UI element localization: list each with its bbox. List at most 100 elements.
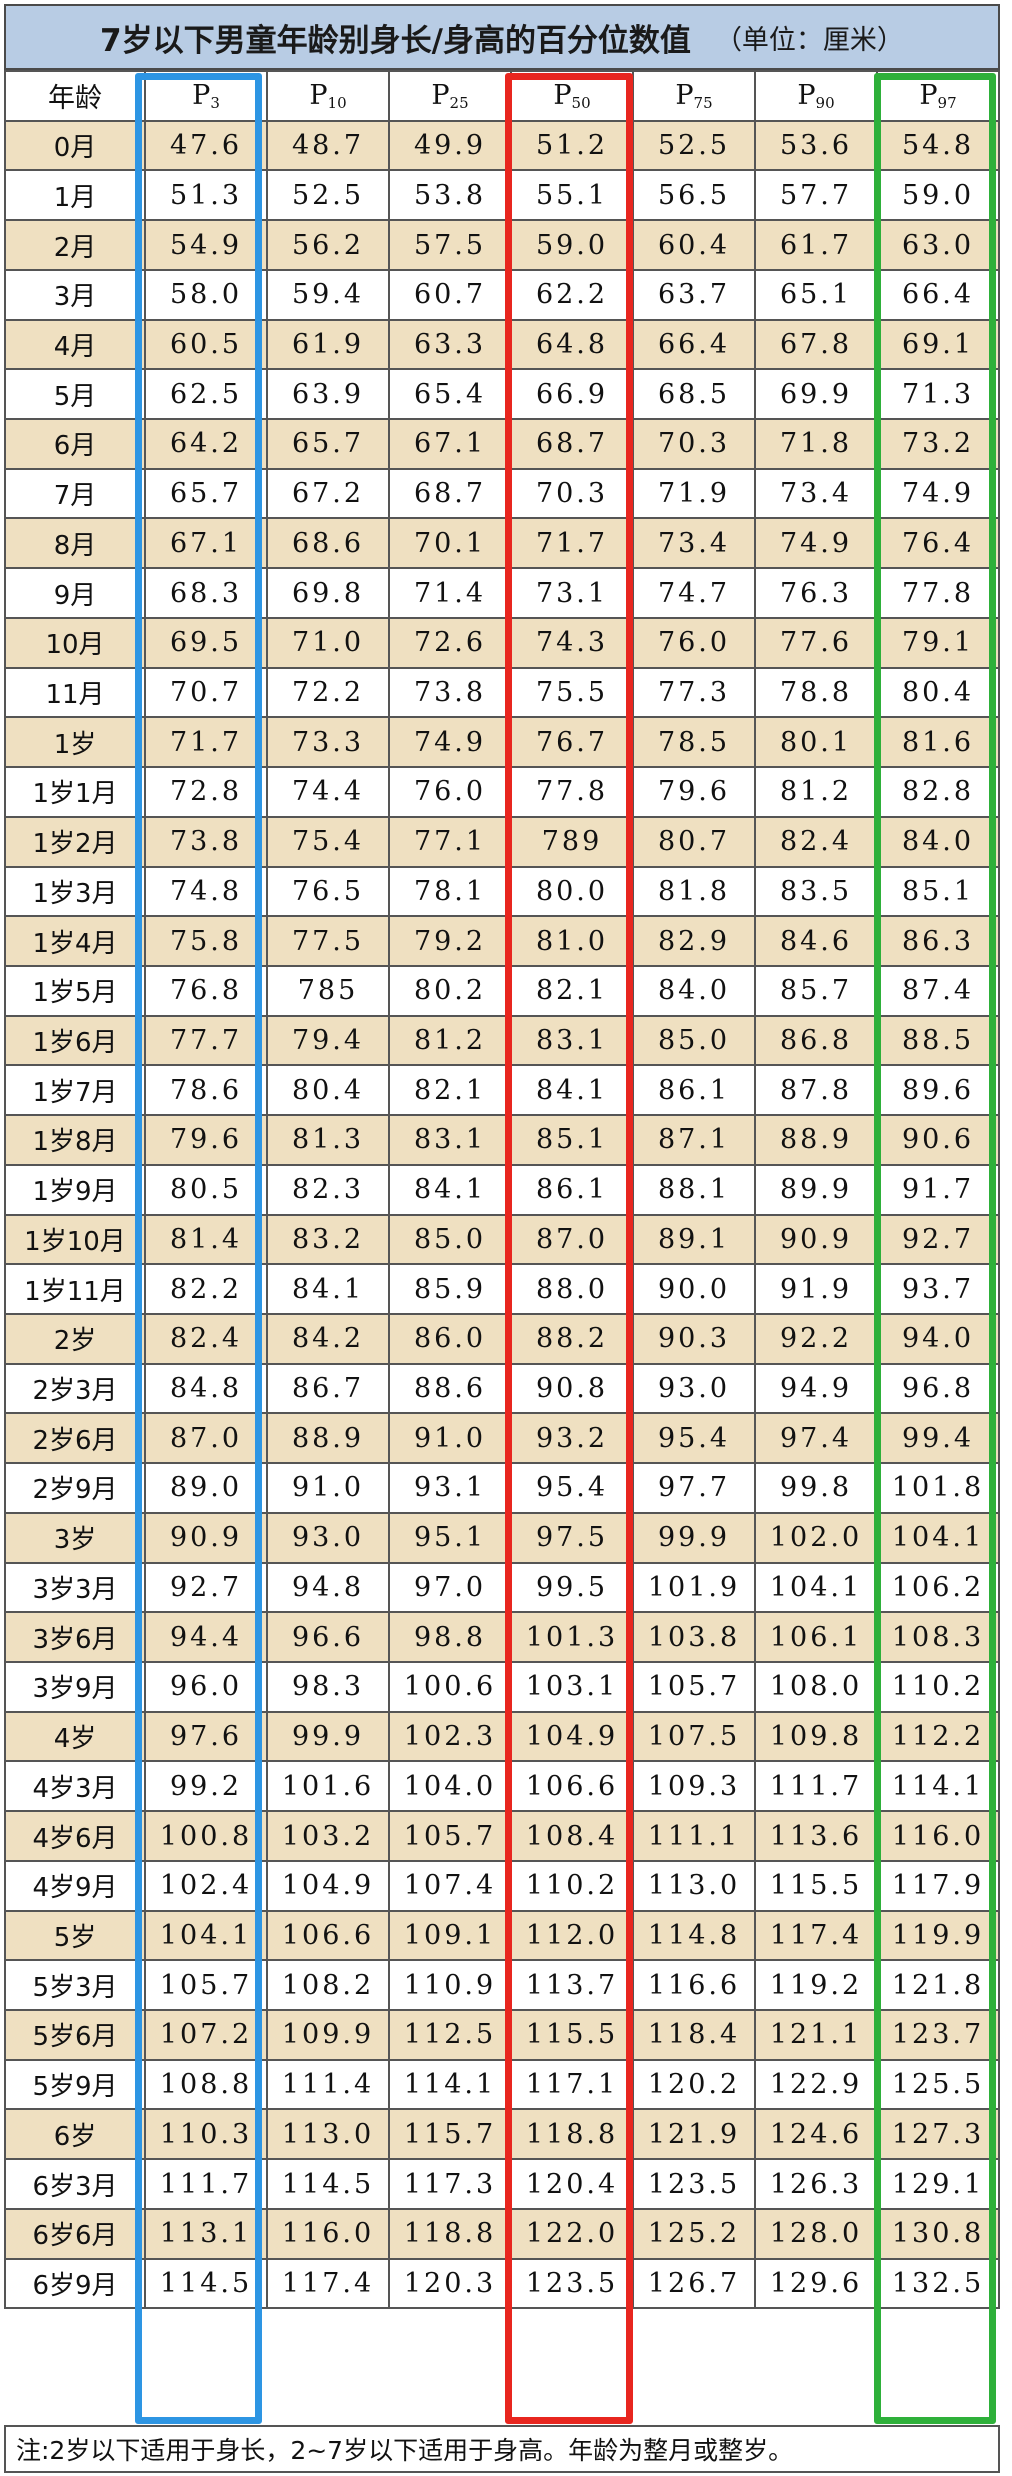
p97-value-cell: 77.8 bbox=[876, 567, 1000, 619]
p25-value-cell: 57.5 bbox=[388, 219, 512, 271]
p25-value-cell: 114.1 bbox=[388, 2058, 512, 2111]
p90-value-cell: 88.9 bbox=[754, 1114, 878, 1166]
p50-value-cell: 88.2 bbox=[510, 1312, 634, 1365]
height-percentile-table: 年龄 P3 P10 P25 P50 P75 P90 P97 0月 47.6 48.7… bbox=[4, 70, 1000, 2310]
p75-value-cell: 95.4 bbox=[632, 1412, 756, 1465]
p50-value-cell: 106.6 bbox=[510, 1760, 634, 1813]
table-row: 4岁3月 99.2 101.6 104.0 106.6 109.3 111.7 114.1 bbox=[4, 1760, 1000, 1813]
p90-value-cell: 111.7 bbox=[754, 1760, 878, 1813]
p97-value-cell: 112.2 bbox=[876, 1710, 1000, 1763]
p3-value-cell: 94.4 bbox=[144, 1611, 268, 1663]
p97-value-cell: 91.7 bbox=[876, 1163, 1000, 1216]
p50-value-cell: 103.1 bbox=[510, 1661, 634, 1713]
p97-value-cell: 108.3 bbox=[876, 1611, 1000, 1663]
age-cell: 3月 bbox=[4, 268, 146, 321]
p3-value-cell: 81.4 bbox=[144, 1213, 268, 1266]
p3-value-cell: 97.6 bbox=[144, 1710, 268, 1763]
p50-value-cell: 68.7 bbox=[510, 418, 634, 470]
p90-value-cell: 91.9 bbox=[754, 1263, 878, 1315]
p97-value-cell: 74.9 bbox=[876, 467, 1000, 520]
p97-value-cell: 132.5 bbox=[876, 2257, 1000, 2310]
p50-value-cell: 86.1 bbox=[510, 1163, 634, 1216]
age-cell: 3岁9月 bbox=[4, 1661, 146, 1713]
p3-value-cell: 84.8 bbox=[144, 1362, 268, 1415]
p50-value-cell: 118.8 bbox=[510, 2108, 634, 2161]
p3-value-cell: 78.6 bbox=[144, 1064, 268, 1117]
p3-value-cell: 96.0 bbox=[144, 1661, 268, 1713]
p50-value-cell: 789 bbox=[510, 815, 634, 868]
p75-value-cell: 63.7 bbox=[632, 268, 756, 321]
age-column-header: 年龄 bbox=[4, 70, 146, 122]
p50-value-cell: 97.5 bbox=[510, 1511, 634, 1564]
p10-value-cell: 52.5 bbox=[266, 169, 390, 222]
p97-value-cell: 63.0 bbox=[876, 219, 1000, 271]
p25-value-cell: 68.7 bbox=[388, 467, 512, 520]
p3-value-cell: 105.7 bbox=[144, 1959, 268, 2012]
p10-value-cell: 101.6 bbox=[266, 1760, 390, 1813]
p3-value-cell: 54.9 bbox=[144, 219, 268, 271]
p50-value-cell: 74.3 bbox=[510, 616, 634, 669]
age-cell: 5岁6月 bbox=[4, 2009, 146, 2061]
table-row: 3岁6月 94.4 96.6 98.8 101.3 103.8 106.1 108.3 bbox=[4, 1611, 1000, 1663]
p75-value-cell: 68.5 bbox=[632, 368, 756, 421]
age-cell: 10月 bbox=[4, 616, 146, 669]
p10-value-cell: 81.3 bbox=[266, 1114, 390, 1166]
age-cell: 1岁9月 bbox=[4, 1163, 146, 1216]
p75-value-cell: 71.9 bbox=[632, 467, 756, 520]
age-cell: 2月 bbox=[4, 219, 146, 271]
p25-value-cell: 71.4 bbox=[388, 567, 512, 619]
p97-value-cell: 117.9 bbox=[876, 1859, 1000, 1912]
p97-value-cell: 76.4 bbox=[876, 517, 1000, 570]
p10-value-cell: 80.4 bbox=[266, 1064, 390, 1117]
age-cell: 1岁11月 bbox=[4, 1263, 146, 1315]
table-row: 1岁11月 82.2 84.1 85.9 88.0 90.0 91.9 93.7 bbox=[4, 1263, 1000, 1315]
age-cell: 5月 bbox=[4, 368, 146, 421]
p10-value-cell: 117.4 bbox=[266, 2257, 390, 2310]
p25-value-cell: 97.0 bbox=[388, 1561, 512, 1614]
p75-value-cell: 76.0 bbox=[632, 616, 756, 669]
p75-value-cell: 113.0 bbox=[632, 1859, 756, 1912]
p90-value-cell: 53.6 bbox=[754, 119, 878, 172]
p3-value-cell: 70.7 bbox=[144, 666, 268, 719]
p75-value-cell: 90.0 bbox=[632, 1263, 756, 1315]
p10-value-cell: 104.9 bbox=[266, 1859, 390, 1912]
p10-value-cell: 79.4 bbox=[266, 1014, 390, 1067]
p25-value-cell: 72.6 bbox=[388, 616, 512, 669]
p3-value-cell: 111.7 bbox=[144, 2158, 268, 2210]
table-row: 1岁4月 75.8 77.5 79.2 81.0 82.9 84.6 86.3 bbox=[4, 915, 1000, 967]
p10-value-cell: 96.6 bbox=[266, 1611, 390, 1663]
p25-value-cell: 85.9 bbox=[388, 1263, 512, 1315]
age-cell: 6月 bbox=[4, 418, 146, 470]
age-cell: 1岁7月 bbox=[4, 1064, 146, 1117]
p97-value-cell: 90.6 bbox=[876, 1114, 1000, 1166]
age-cell: 3岁 bbox=[4, 1511, 146, 1564]
p75-value-cell: 81.8 bbox=[632, 865, 756, 918]
p97-value-cell: 66.4 bbox=[876, 268, 1000, 321]
p90-value-cell: 92.2 bbox=[754, 1312, 878, 1365]
p3-value-cell: 113.1 bbox=[144, 2207, 268, 2260]
p3-value-cell: 108.8 bbox=[144, 2058, 268, 2111]
p50-value-cell: 85.1 bbox=[510, 1114, 634, 1166]
p75-value-cell: 105.7 bbox=[632, 1661, 756, 1713]
table-row: 5月 62.5 63.9 65.4 66.9 68.5 69.9 71.3 bbox=[4, 368, 1000, 421]
p75-value-cell: 107.5 bbox=[632, 1710, 756, 1763]
p97-value-cell: 101.8 bbox=[876, 1462, 1000, 1514]
p90-value-cell: 122.9 bbox=[754, 2058, 878, 2111]
p90-value-cell: 104.1 bbox=[754, 1561, 878, 1614]
p50-value-cell: 73.1 bbox=[510, 567, 634, 619]
p25-value-cell: 110.9 bbox=[388, 1959, 512, 2012]
p97-value-cell: 81.6 bbox=[876, 716, 1000, 769]
table-row: 9月 68.3 69.8 71.4 73.1 74.7 76.3 77.8 bbox=[4, 567, 1000, 619]
p25-value-cell: 88.6 bbox=[388, 1362, 512, 1415]
p50-value-cell: 75.5 bbox=[510, 666, 634, 719]
p10-value-cell: 77.5 bbox=[266, 915, 390, 967]
p97-value-cell: 94.0 bbox=[876, 1312, 1000, 1365]
p90-value-cell: 129.6 bbox=[754, 2257, 878, 2310]
p50-value-cell: 80.0 bbox=[510, 865, 634, 918]
p25-value-cell: 82.1 bbox=[388, 1064, 512, 1117]
p25-value-cell: 78.1 bbox=[388, 865, 512, 918]
p75-value-cell: 84.0 bbox=[632, 964, 756, 1017]
table-row: 6月 64.2 65.7 67.1 68.7 70.3 71.8 73.2 bbox=[4, 418, 1000, 470]
table-row: 3岁 90.9 93.0 95.1 97.5 99.9 102.0 104.1 bbox=[4, 1511, 1000, 1564]
p3-value-cell: 89.0 bbox=[144, 1462, 268, 1514]
